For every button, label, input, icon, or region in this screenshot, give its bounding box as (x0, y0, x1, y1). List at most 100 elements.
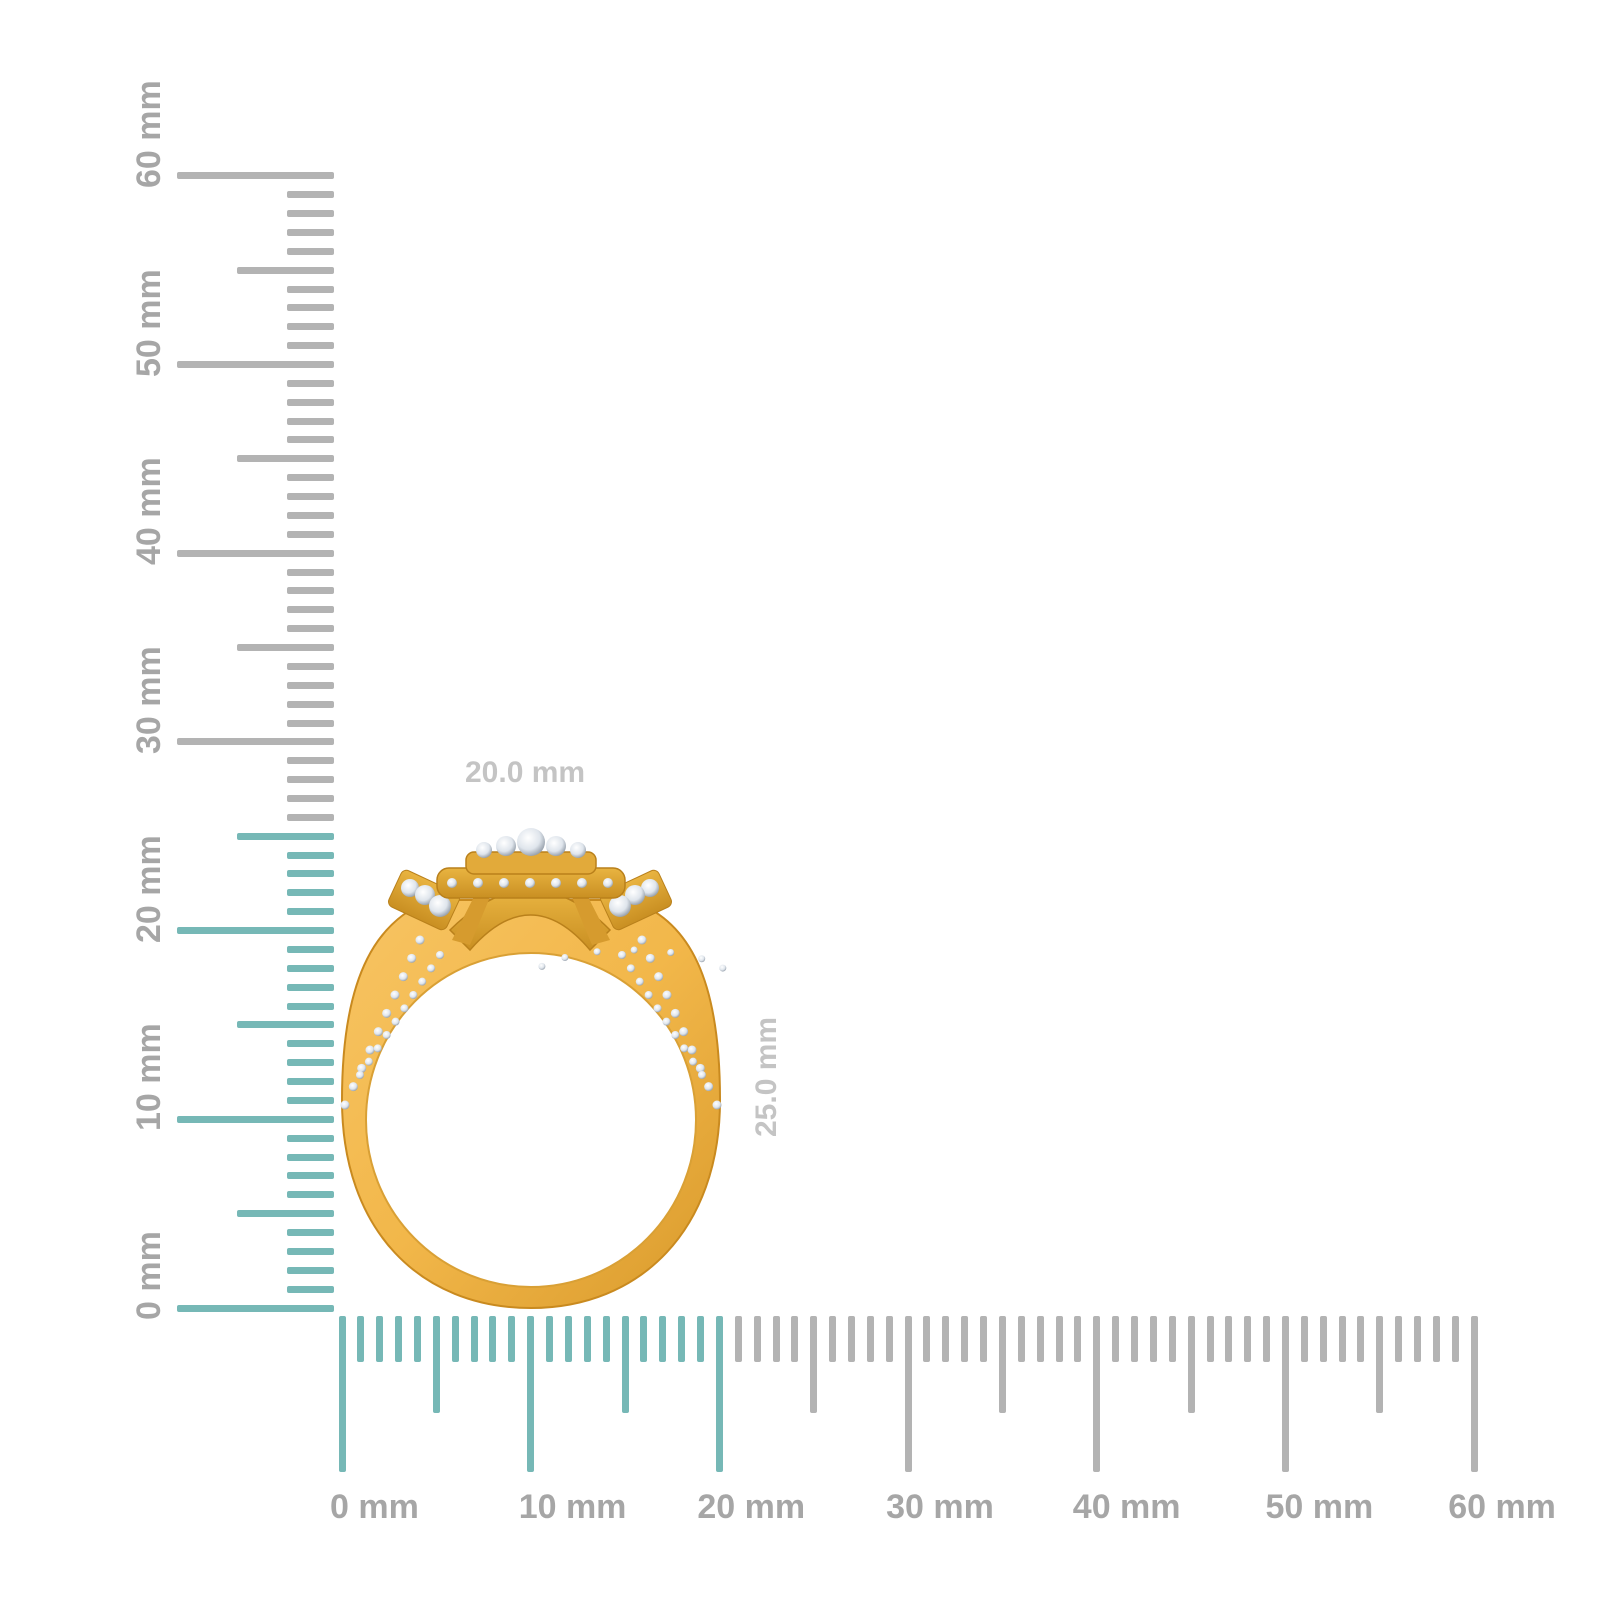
horizontal-tick (451, 1316, 459, 1362)
horizontal-tick (1074, 1316, 1082, 1362)
left-side-cluster (388, 869, 460, 931)
horizontal-tick (508, 1316, 516, 1362)
horizontal-tick (640, 1316, 648, 1362)
horizontal-tick (1055, 1316, 1063, 1362)
vertical-tick (287, 1153, 334, 1161)
horizontal-tick (546, 1316, 554, 1362)
horizontal-tick (659, 1316, 667, 1362)
ring-shank (340, 899, 722, 1310)
horizontal-tick (602, 1316, 610, 1362)
vertical-tick (287, 587, 334, 595)
horizontal-tick (678, 1316, 686, 1362)
horizontal-tick (1432, 1316, 1440, 1362)
vertical-tick (287, 379, 334, 387)
vertical-tick (287, 795, 334, 802)
horizontal-tick (942, 1316, 950, 1362)
horizontal-tick (1470, 1316, 1478, 1472)
horizontal-tick (1282, 1316, 1289, 1472)
vertical-tick (287, 247, 334, 255)
vertical-tick (177, 549, 334, 557)
vertical-tick (287, 889, 334, 897)
ring-gallery (448, 885, 612, 952)
pave-diamonds (340, 935, 727, 1110)
vertical-tick (287, 1096, 334, 1104)
horizontal-tick (1319, 1316, 1327, 1362)
horizontal-tick (413, 1316, 421, 1362)
horizontal-tick (885, 1316, 893, 1362)
vertical-tick (287, 719, 334, 727)
horizontal-tick (564, 1316, 572, 1362)
horizontal-tick (621, 1316, 629, 1413)
horizontal-tick (1300, 1316, 1308, 1362)
vertical-tick (287, 436, 334, 444)
horizontal-label: 50 mm (1265, 1488, 1374, 1526)
vertical-tick (287, 342, 334, 350)
horizontal-tick (376, 1316, 384, 1362)
vertical-tick (287, 210, 334, 218)
horizontal-label: 60 mm (1448, 1488, 1556, 1526)
horizontal-tick (1376, 1316, 1384, 1413)
horizontal-tick (1036, 1316, 1044, 1362)
horizontal-tick (1017, 1316, 1025, 1362)
vertical-tick (287, 870, 334, 878)
vertical-tick (237, 832, 334, 840)
vertical-tick (237, 1210, 334, 1218)
vertical-tick (287, 945, 334, 953)
vertical-tick (287, 568, 334, 576)
horizontal-tick (1451, 1316, 1459, 1362)
horizontal-tick (1263, 1316, 1271, 1362)
horizontal-tick (791, 1316, 799, 1362)
vertical-tick (287, 323, 334, 331)
vertical-tick (287, 304, 334, 312)
vertical-tick (237, 455, 334, 463)
vertical-tick (177, 927, 334, 935)
vertical-tick (287, 700, 334, 708)
horizontal-tick (904, 1316, 912, 1472)
vertical-tick (287, 511, 334, 519)
horizontal-label: 40 mm (1072, 1488, 1181, 1526)
vertical-tick (287, 1285, 334, 1293)
vertical-tick (287, 851, 334, 859)
vertical-tick (287, 1078, 334, 1086)
vertical-tick (177, 738, 334, 746)
horizontal-tick (357, 1316, 365, 1362)
vertical-tick (287, 606, 334, 614)
horizontal-tick (395, 1316, 403, 1362)
horizontal-tick (1112, 1316, 1120, 1362)
vertical-tick (287, 530, 334, 538)
horizontal-tick (1395, 1316, 1403, 1362)
horizontal-tick (923, 1316, 931, 1362)
vertical-tick (177, 172, 334, 180)
vertical-tick (287, 1040, 334, 1048)
horizontal-tick (470, 1316, 478, 1362)
vertical-tick (237, 644, 334, 652)
horizontal-label: 10 mm (518, 1488, 627, 1526)
horizontal-tick (1149, 1316, 1157, 1362)
vertical-tick (287, 1134, 334, 1142)
vertical-tick (287, 964, 334, 972)
horizontal-tick (432, 1316, 440, 1413)
vertical-tick (177, 1304, 334, 1312)
vertical-tick (237, 266, 334, 274)
horizontal-tick (583, 1316, 591, 1362)
vertical-tick (287, 662, 334, 670)
horizontal-tick (527, 1316, 535, 1472)
vertical-tick (287, 417, 334, 425)
vertical-tick (287, 681, 334, 689)
horizontal-label: 30 mm (886, 1488, 994, 1526)
vertical-tick (287, 1266, 334, 1274)
vertical-tick (287, 1229, 334, 1237)
horizontal-tick (753, 1316, 761, 1362)
horizontal-tick (1414, 1316, 1422, 1362)
horizontal-tick (998, 1316, 1006, 1413)
vertical-tick (287, 908, 334, 916)
horizontal-tick (1093, 1316, 1101, 1472)
vertical-tick (287, 1059, 334, 1067)
vertical-tick (287, 1191, 334, 1199)
width-dimension-label: 20.0 mm (465, 756, 586, 789)
vertical-tick (287, 776, 334, 784)
vertical-tick (177, 1115, 334, 1123)
horizontal-tick (772, 1316, 780, 1362)
horizontal-tick (697, 1316, 705, 1362)
right-side-cluster (600, 869, 672, 931)
